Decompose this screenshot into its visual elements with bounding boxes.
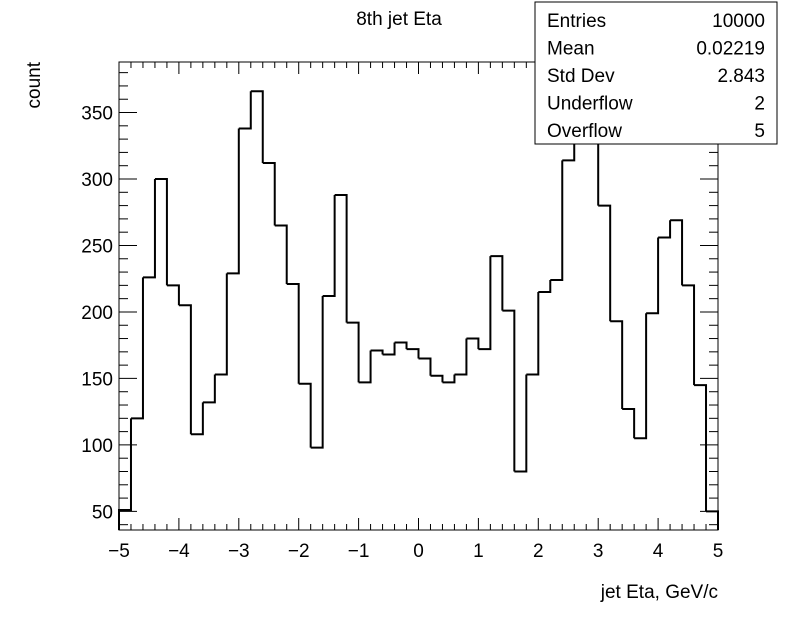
histogram-bin [178,304,192,435]
stats-label: Overflow [547,121,622,142]
histogram-bin [706,510,719,530]
stats-label: Mean [547,39,595,60]
y-tick-label: 150 [81,369,113,390]
histogram-bin [658,220,672,239]
stats-value: 2.843 [717,66,765,87]
stats-value: 10000 [712,11,765,32]
histogram-bin [694,384,708,512]
y-tick-label: 350 [81,104,113,125]
stats-value: 0.02219 [696,39,765,60]
y-tick-label: 250 [81,236,113,257]
x-tick-label: 0 [413,541,424,562]
histogram-bin [130,277,144,420]
histogram-bin [670,219,684,286]
histogram-bin [238,91,252,130]
y-tick-label: 50 [92,502,113,523]
y-tick-label: 300 [81,170,113,191]
histogram-bin [550,160,564,282]
x-tick-label: 3 [593,541,604,562]
histogram-bin [298,382,312,448]
histogram-bin [334,193,348,323]
histogram-bin [214,273,228,376]
histogram-bin [442,374,456,384]
histogram-bin [226,128,240,275]
histogram-bin [634,313,648,440]
chart-title: 8th jet Eta [356,9,442,30]
histogram-bin [478,256,492,351]
histogram-bin [394,341,408,350]
histogram-bin [322,194,336,297]
histogram-bin [346,321,360,383]
x-axis-label: jet Eta, GeV/c [600,582,718,603]
x-tick-label: 5 [713,541,724,562]
stats-label: Underflow [547,94,633,115]
x-tick-label: 4 [653,541,664,562]
stats-label: Entries [547,11,606,32]
histogram-bin [610,320,624,410]
y-tick-label: 100 [81,436,113,457]
histogram-bin [250,90,264,164]
y-tick-label: 200 [81,303,113,324]
histogram-bin [562,139,576,162]
x-tick-label: −1 [348,541,370,562]
histogram-bin [526,292,540,376]
histogram-bin [202,374,216,404]
stats-value: 2 [754,94,765,115]
histogram-bin [682,284,696,386]
x-tick-label: −3 [228,541,250,562]
histogram-bin [274,224,288,285]
histogram-bin [514,374,528,473]
histogram-bin [538,280,552,294]
histogram-bin [310,296,324,449]
histogram-bin [598,204,612,322]
x-tick-label: −4 [168,541,190,562]
x-tick-label: 2 [533,541,544,562]
stats-label: Std Dev [547,66,615,87]
histogram-bin [154,178,168,286]
histogram-bin [490,255,504,311]
histogram-bin [622,408,636,439]
histogram-bin [142,179,156,279]
histogram-bin [286,283,300,384]
histogram-bin [118,418,132,530]
histogram-bin [466,337,480,350]
stats-box [534,1,778,145]
histogram-bin [166,284,180,306]
histogram-bin [406,348,420,359]
histogram-bin [430,374,444,383]
histogram-bin [382,342,396,356]
histogram-bin [646,237,660,315]
histogram-bin [370,349,384,355]
y-axis-label: count [24,61,45,108]
histogram-bin [190,402,204,436]
histogram-bin [262,162,276,226]
x-tick-label: −5 [108,541,130,562]
stats-value: 5 [754,121,765,142]
x-tick-label: −2 [288,541,310,562]
histogram-bin [502,309,516,472]
histogram-bin [454,338,468,376]
x-tick-label: 1 [473,541,484,562]
histogram-bin [358,350,372,384]
histogram-bin [418,357,432,376]
